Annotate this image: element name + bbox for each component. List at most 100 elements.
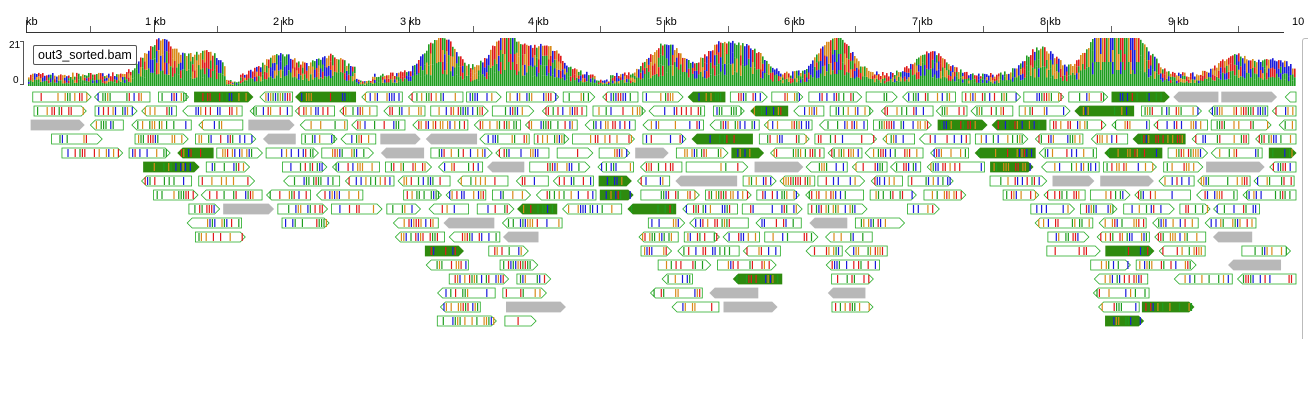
coverage-bar bbox=[588, 75, 590, 81]
read-mismatch bbox=[1179, 233, 1181, 241]
track-name-label[interactable]: out3_sorted.bam bbox=[33, 45, 137, 65]
read-mismatch bbox=[883, 177, 886, 185]
read-mismatch bbox=[717, 149, 719, 157]
read-alignment bbox=[1269, 161, 1297, 173]
coverage-bar bbox=[826, 41, 828, 57]
coverage-bar bbox=[688, 60, 690, 69]
read-mismatch bbox=[554, 135, 556, 143]
read-mismatch bbox=[1113, 303, 1115, 311]
read-mismatch bbox=[709, 205, 711, 213]
read-mismatch bbox=[510, 261, 512, 269]
read-mismatch bbox=[305, 191, 307, 199]
coverage-bar bbox=[876, 75, 878, 79]
coverage-bar bbox=[1026, 75, 1028, 86]
coverage-bar bbox=[770, 73, 772, 80]
coverage-bar bbox=[644, 61, 646, 68]
coverage-bar bbox=[460, 66, 462, 77]
coverage-bar bbox=[166, 39, 168, 52]
coverage-bar bbox=[1202, 75, 1204, 81]
coverage-bar bbox=[768, 75, 770, 86]
read-mismatch bbox=[1144, 107, 1146, 115]
coverage-bar bbox=[754, 67, 756, 86]
read-mismatch bbox=[1110, 191, 1112, 199]
track-scrollbar[interactable] bbox=[1302, 38, 1308, 339]
coverage-bar bbox=[110, 76, 112, 82]
read-alignment bbox=[407, 91, 464, 103]
coverage-bar bbox=[412, 75, 414, 86]
read-mismatch bbox=[962, 121, 964, 129]
coverage-bar bbox=[1280, 73, 1282, 80]
read-mismatch bbox=[516, 93, 518, 101]
coverage-bar bbox=[366, 81, 368, 84]
coverage-bar bbox=[642, 78, 644, 86]
coverage-bar bbox=[606, 81, 608, 84]
coverage-bar bbox=[1016, 77, 1018, 86]
coverage-bar bbox=[550, 76, 552, 86]
coverage-bar bbox=[436, 40, 438, 64]
coverage-bar bbox=[958, 79, 960, 86]
coverage-bar bbox=[982, 82, 984, 86]
coverage-bar bbox=[502, 38, 504, 54]
read-mismatch bbox=[1140, 135, 1143, 143]
read-body bbox=[198, 119, 244, 131]
read-mismatch bbox=[694, 191, 696, 199]
coverage-bar bbox=[708, 68, 710, 78]
read-alignment bbox=[141, 105, 177, 117]
coverage-bar bbox=[662, 45, 664, 56]
read-mismatch bbox=[422, 177, 424, 185]
read-mismatch bbox=[110, 121, 112, 129]
read-mismatch bbox=[1024, 107, 1026, 115]
read-mismatch bbox=[1192, 149, 1194, 157]
read-mismatch bbox=[1153, 205, 1155, 213]
read-mismatch bbox=[97, 93, 99, 101]
read-mismatch bbox=[1036, 205, 1038, 213]
read-mismatch bbox=[171, 93, 173, 101]
coverage-bar bbox=[390, 72, 392, 80]
read-mismatch bbox=[1047, 149, 1049, 157]
read-mismatch bbox=[1222, 275, 1225, 283]
coverage-bar bbox=[218, 73, 220, 86]
coverage-bar bbox=[866, 67, 868, 77]
coverage-bar bbox=[1082, 75, 1084, 86]
read-mismatch bbox=[1192, 107, 1194, 115]
read-mismatch bbox=[765, 107, 767, 115]
read-mismatch bbox=[798, 121, 800, 129]
read-alignment bbox=[131, 119, 192, 131]
coverage-bar bbox=[366, 83, 368, 86]
read-mismatch bbox=[294, 219, 296, 227]
coverage-bar bbox=[124, 77, 126, 80]
coverage-bar bbox=[376, 81, 378, 86]
read-mismatch bbox=[882, 149, 884, 157]
coverage-bar bbox=[424, 64, 426, 76]
read-mismatch bbox=[964, 149, 966, 157]
read-mismatch bbox=[728, 247, 731, 255]
read-mismatch bbox=[1152, 303, 1154, 311]
coverage-bar bbox=[398, 77, 400, 82]
read-mismatch bbox=[213, 205, 215, 213]
read-mismatch bbox=[469, 275, 471, 283]
read-mismatch bbox=[980, 135, 982, 143]
coverage-bar bbox=[532, 47, 534, 58]
read-mismatch bbox=[206, 205, 208, 213]
read-mismatch bbox=[851, 303, 853, 311]
read-mismatch bbox=[420, 121, 422, 129]
read-mismatch bbox=[1133, 275, 1135, 283]
coverage-bar bbox=[780, 82, 782, 86]
read-body bbox=[1141, 105, 1203, 117]
read-mismatch bbox=[453, 163, 455, 171]
read-body bbox=[713, 105, 745, 117]
coverage-bar bbox=[360, 82, 362, 85]
read-mismatch bbox=[489, 121, 491, 129]
read-alignment bbox=[805, 189, 864, 201]
read-mismatch bbox=[492, 135, 494, 143]
read-body bbox=[380, 133, 421, 145]
coverage-bar bbox=[192, 64, 194, 72]
coverage-bar bbox=[644, 68, 646, 74]
read-mismatch bbox=[427, 177, 429, 185]
read-mismatch bbox=[285, 219, 287, 227]
read-mismatch bbox=[912, 205, 915, 213]
read-mismatch bbox=[690, 107, 692, 115]
read-mismatch bbox=[469, 93, 471, 101]
